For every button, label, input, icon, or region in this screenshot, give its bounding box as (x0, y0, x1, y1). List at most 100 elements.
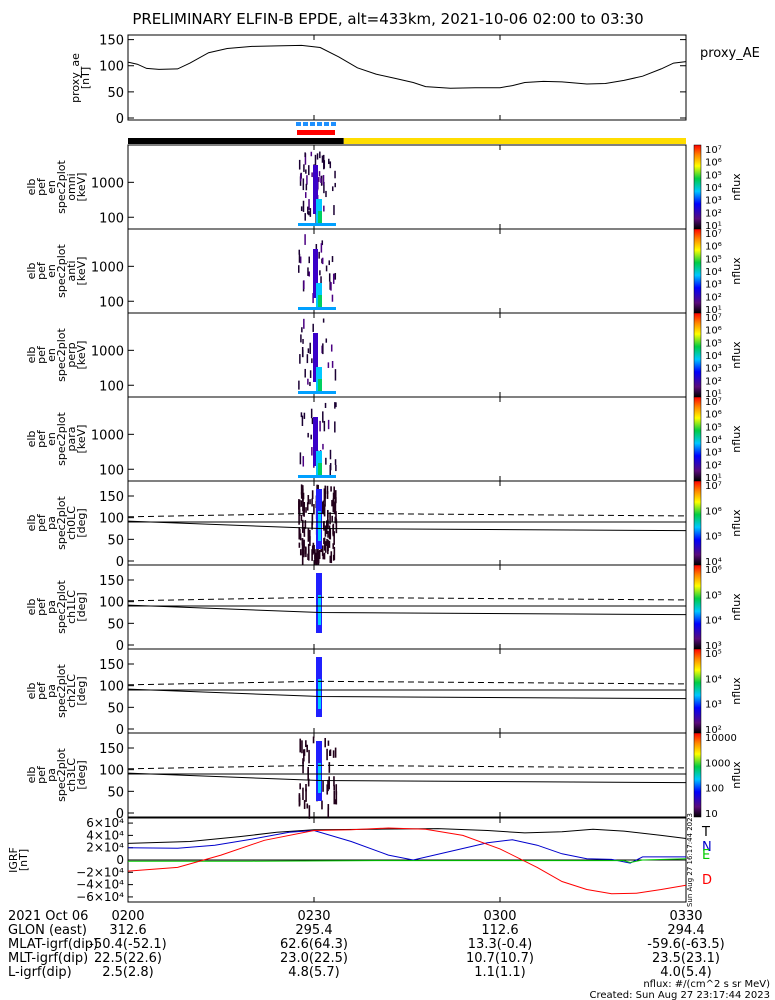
pa-frame (127, 648, 687, 734)
spec-pixel (302, 339, 304, 344)
spec-pixel (329, 281, 331, 290)
pa-pixel (298, 542, 301, 548)
spec-core (318, 295, 322, 309)
pa-pixel (332, 554, 335, 561)
pa-pixel (308, 805, 311, 819)
spec-colorbar-title: nflux (730, 257, 743, 285)
pa-pixel (332, 492, 335, 505)
pa-pixel (311, 522, 313, 530)
footer-row-value: 1.1(1.1) (474, 965, 526, 980)
igrf-line-T (127, 828, 687, 844)
spec-ylabel-line: pef (35, 261, 48, 280)
pa-pixel (332, 498, 335, 513)
spec-pixel (304, 192, 307, 198)
pa-pixel (298, 527, 301, 540)
pa-pixel (305, 547, 307, 558)
red-bar (297, 130, 335, 135)
pa-pixel (330, 551, 333, 564)
pa-pixel (303, 539, 305, 548)
spec-pixel (322, 318, 325, 323)
pa-ytick-label: 100 (99, 764, 124, 779)
footer-row-value: 23.0(22.5) (280, 951, 348, 966)
pa-pixel (302, 787, 304, 800)
igrf-ytick-label: 0 (116, 853, 124, 867)
pa-streak (318, 763, 321, 793)
pa-pixel (307, 769, 310, 781)
spec-pixel (299, 452, 302, 465)
footer-row-value: 23.5(23.1) (652, 951, 720, 966)
spec-pixel (325, 265, 328, 272)
pa-ylabel-line: [deg] (75, 592, 88, 621)
igrf-line-N (127, 829, 686, 864)
pa-frame (127, 564, 687, 650)
pa-colorbar-title: nflux (730, 593, 743, 621)
pa-colorbar-label: 10⁴ (705, 557, 722, 568)
spec-pixel (298, 380, 300, 390)
spec-pixel (330, 344, 333, 352)
pa-pixel (327, 541, 329, 548)
pa-pixel (307, 766, 309, 775)
pa-pixel (314, 549, 316, 560)
pa-ytick-label: 50 (107, 785, 124, 800)
pa-pixel (317, 484, 319, 493)
black-bar (128, 138, 344, 144)
pa-pixel (321, 800, 323, 810)
proxy-ae-line (127, 44, 687, 89)
pa-pixel (311, 498, 313, 507)
spec-colorbar-label: 10³ (705, 280, 722, 291)
spec-pixel (325, 457, 327, 465)
pa-pixel (321, 545, 324, 556)
igrf-line-D (127, 827, 687, 895)
spec-colorbar-label: 10⁶ (705, 410, 722, 421)
spec-pixel (298, 159, 301, 170)
blue-dash (303, 122, 308, 126)
proxy-ae-legend: proxy_AE (700, 46, 760, 61)
pa-pixel (329, 749, 332, 756)
spec-pixel (334, 459, 337, 466)
pa-pixel (298, 509, 301, 516)
pa-pixel (302, 758, 304, 764)
pa-ylabel-line: ch2LC (65, 674, 78, 708)
spec-ylabel-line: spec2plot (55, 244, 68, 298)
pa-colorbar-label: 10⁵ (705, 649, 722, 660)
spec-ylabel-line: en (45, 180, 58, 194)
pa-pixel (311, 545, 314, 555)
spec-pixel (334, 402, 336, 409)
spec-colorbar-label: 10² (705, 376, 722, 387)
spec-pixel (323, 159, 325, 170)
pa-ylabel-line: ch0LC (65, 506, 78, 540)
pa-pixel (334, 490, 337, 503)
pa-pixel (323, 520, 325, 531)
spec-ylabel-line: pef (35, 429, 48, 448)
ae-ytick-label: 100 (99, 60, 124, 75)
pa-pixel (303, 527, 306, 537)
footer-row-value: -59.6(-63.5) (647, 937, 724, 952)
spec-pixel (323, 181, 325, 194)
pa-pixel (303, 800, 306, 809)
spec-pixel (311, 358, 313, 364)
pa-ylabel-line: ch1LC (65, 590, 78, 624)
spec-pixel (311, 447, 313, 456)
spec-pixel (309, 370, 312, 378)
pa-colorbar-label: 10³ (705, 700, 722, 711)
footer-row-label: MLT-igrf(dip) (8, 951, 88, 966)
pa-colorbar-title: nflux (730, 509, 743, 537)
spec-pixel (325, 338, 328, 343)
spec-ylabel-line: perp (65, 342, 78, 367)
spec-pixel (329, 161, 332, 169)
pa-pixel (307, 495, 310, 505)
pa-ylabel-line: spec2plot (55, 748, 68, 802)
spec-frame (127, 228, 687, 314)
proxy-ae-panel: 150 100 50 0 proxy_ae[nT] proxy_AE (69, 34, 760, 127)
pa-pixel (322, 500, 325, 515)
spec-colorbar-label: 10⁵ (705, 338, 722, 349)
pa-pixel (324, 737, 327, 748)
pa-ytick-label: 50 (107, 617, 124, 632)
spec-pixel (321, 155, 324, 163)
pa-pixel (327, 509, 329, 518)
spec-pixel (300, 334, 302, 343)
pa-pixel (329, 555, 332, 563)
spec-pixel (298, 249, 301, 255)
igrf-ylabel-line: [nT] (17, 849, 30, 871)
